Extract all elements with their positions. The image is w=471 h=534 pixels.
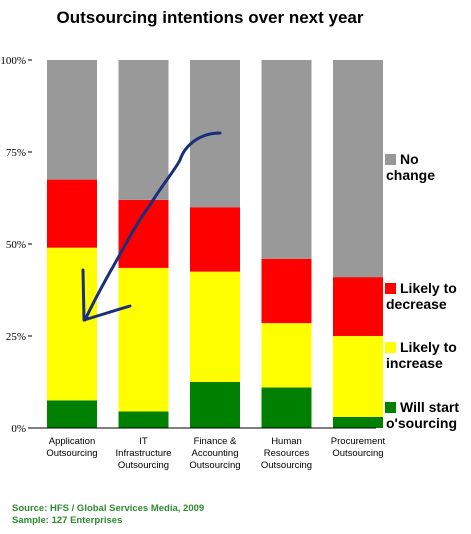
category-label: IT bbox=[139, 436, 148, 447]
bar-segment bbox=[190, 271, 240, 382]
category-labels: ApplicationOutsourcingITInfrastructureOu… bbox=[46, 436, 385, 471]
hand-drawn-arrow-annotation bbox=[81, 131, 222, 322]
category-label: Outsourcing bbox=[332, 448, 383, 459]
bar-segment bbox=[47, 179, 97, 248]
bar-segment bbox=[261, 387, 312, 428]
bar-segment bbox=[333, 416, 383, 428]
category-label: Accounting bbox=[191, 448, 238, 459]
category-label: Outsourcing bbox=[189, 460, 240, 471]
bar-segment bbox=[333, 60, 383, 278]
bars bbox=[47, 60, 383, 428]
category-label: Procurement bbox=[331, 436, 386, 447]
bar-segment bbox=[118, 60, 169, 200]
legend-swatch bbox=[385, 402, 396, 413]
bar-segment bbox=[333, 336, 383, 417]
category-label: Resources bbox=[264, 448, 310, 459]
y-axis-ticks: 0% 25% 50% 75% 100% bbox=[0, 55, 32, 435]
legend-label: Likely to bbox=[400, 280, 457, 296]
bar-segment bbox=[261, 60, 312, 259]
legend-label: change bbox=[386, 167, 435, 183]
source-line: Source: HFS / Global Services Media, 200… bbox=[12, 503, 204, 514]
sample-line: Sample: 127 Enterprises bbox=[12, 515, 122, 526]
y-tick-label: 50% bbox=[6, 239, 26, 251]
y-tick-label: 25% bbox=[6, 331, 26, 343]
category-label: Application bbox=[49, 436, 95, 447]
legend-swatch bbox=[385, 342, 396, 353]
legend-label: Likely to bbox=[400, 339, 457, 355]
legend-label: increase bbox=[386, 355, 443, 371]
category-label: Infrastructure bbox=[116, 448, 172, 459]
legend-swatch bbox=[385, 154, 396, 165]
category-label: Finance & bbox=[194, 436, 237, 447]
category-label: Outsourcing bbox=[118, 460, 169, 471]
bar-segment bbox=[118, 199, 169, 268]
y-tick-label: 75% bbox=[6, 147, 26, 159]
legend-label: o'sourcing bbox=[386, 415, 457, 431]
category-label: Human bbox=[271, 436, 302, 447]
legend-label: Will start bbox=[400, 399, 459, 415]
bar-segment bbox=[47, 247, 97, 401]
bar-segment bbox=[333, 277, 383, 336]
legend-swatch bbox=[385, 283, 396, 294]
y-tick-label: 100% bbox=[0, 55, 26, 67]
bar-segment bbox=[190, 207, 240, 272]
legend-label: No bbox=[400, 151, 419, 167]
bar-segment bbox=[47, 400, 97, 428]
category-label: Outsourcing bbox=[261, 460, 312, 471]
bar-segment bbox=[47, 60, 97, 180]
bar-segment bbox=[118, 267, 169, 412]
bar-segment bbox=[118, 411, 169, 428]
bar-segment bbox=[261, 323, 312, 388]
bar-segment bbox=[261, 258, 312, 324]
bar-segment bbox=[190, 382, 240, 428]
chart-title: Outsourcing intentions over next year bbox=[56, 8, 363, 27]
y-tick-label: 0% bbox=[11, 423, 26, 435]
category-label: Outsourcing bbox=[46, 448, 97, 459]
legend-label: decrease bbox=[386, 296, 447, 312]
